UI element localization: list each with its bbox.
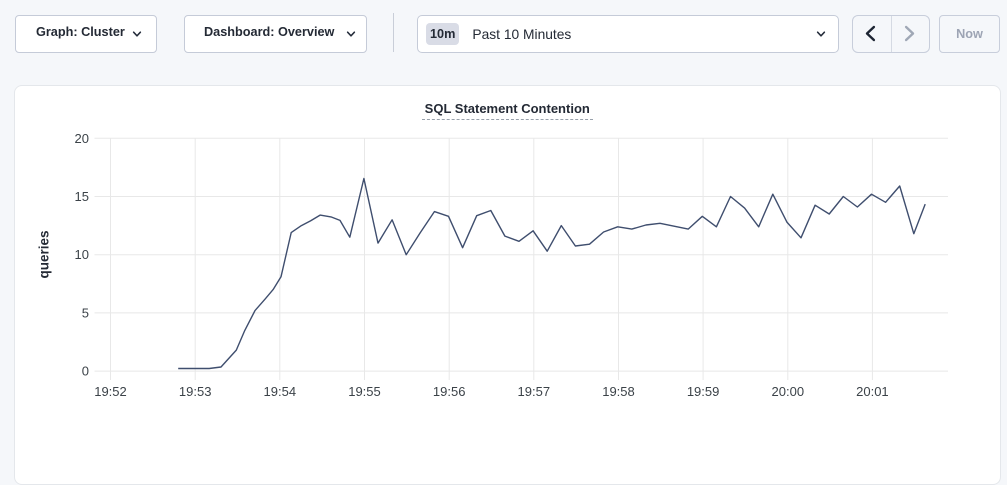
svg-text:20:00: 20:00 (772, 384, 805, 399)
svg-text:19:53: 19:53 (179, 384, 212, 399)
svg-text:19:55: 19:55 (348, 384, 381, 399)
svg-text:19:56: 19:56 (433, 384, 466, 399)
svg-text:20:01: 20:01 (856, 384, 889, 399)
svg-text:15: 15 (75, 189, 89, 204)
svg-text:20: 20 (75, 131, 89, 146)
svg-text:19:52: 19:52 (94, 384, 127, 399)
svg-text:0: 0 (82, 364, 89, 379)
svg-text:queries: queries (37, 230, 52, 278)
svg-text:10: 10 (75, 247, 89, 262)
svg-text:19:59: 19:59 (687, 384, 720, 399)
svg-text:19:58: 19:58 (602, 384, 635, 399)
svg-text:19:57: 19:57 (518, 384, 551, 399)
svg-text:19:54: 19:54 (264, 384, 297, 399)
svg-text:5: 5 (82, 305, 89, 320)
